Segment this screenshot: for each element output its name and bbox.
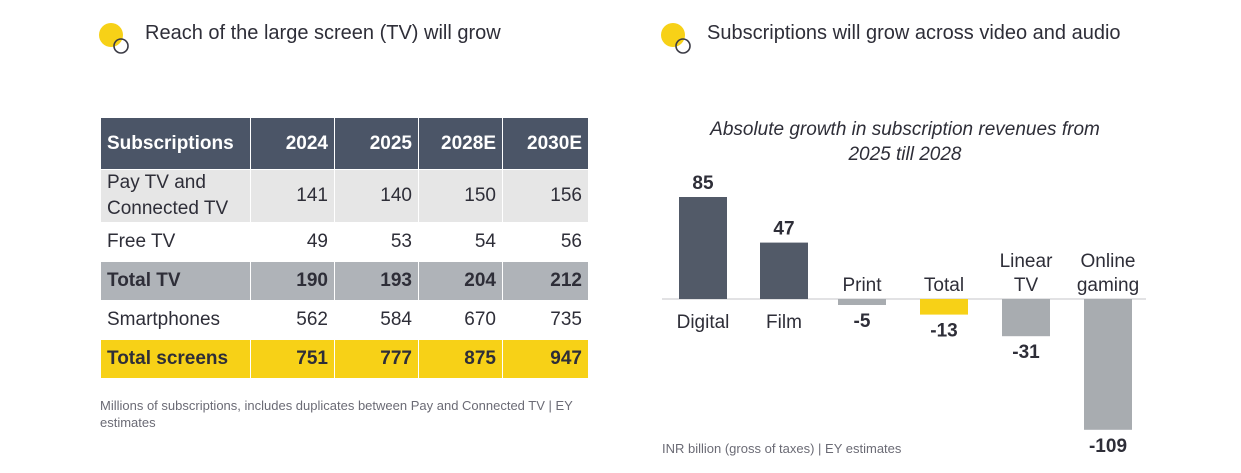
table-cell: 49 — [250, 222, 335, 262]
table-cell: 670 — [418, 300, 503, 340]
data-label: 85 — [692, 173, 714, 194]
category-label: Total — [924, 275, 964, 296]
row-label: Smartphones — [100, 300, 251, 340]
row-label: Total TV — [100, 261, 251, 301]
bar-digital — [679, 197, 727, 299]
table-cell: 140 — [334, 169, 419, 223]
table-cell: 204 — [418, 261, 503, 301]
category-label: Print — [842, 275, 882, 296]
right-section-title: Subscriptions will grow across video and… — [707, 22, 1121, 44]
bar-online-gaming — [1084, 299, 1132, 430]
table-row: Total TV 190 193 204 212 — [100, 261, 589, 301]
table-header-row: Subscriptions 2024 2025 2028E 2030E — [100, 117, 589, 170]
table-cell: 875 — [418, 339, 503, 379]
table-cell: 141 — [250, 169, 335, 223]
bar-total — [920, 299, 968, 315]
table-cell: 777 — [334, 339, 419, 379]
data-label: -13 — [930, 321, 957, 342]
left-section-title: Reach of the large screen (TV) will grow — [145, 22, 501, 44]
category-label: Film — [766, 312, 802, 333]
table-cell: 190 — [250, 261, 335, 301]
category-label: gaming — [1077, 275, 1139, 296]
column-header: Subscriptions — [100, 117, 251, 170]
row-label: Pay TV and Connected TV — [100, 169, 251, 223]
table-cell: 751 — [250, 339, 335, 379]
table-row: Smartphones 562 584 670 735 — [100, 300, 589, 340]
category-label: Linear — [1000, 251, 1053, 272]
table-row: Total screens 751 777 875 947 — [100, 339, 589, 379]
table-cell: 562 — [250, 300, 335, 340]
column-header: 2030E — [502, 117, 589, 170]
table-row: Pay TV and Connected TV 141 140 150 156 — [100, 169, 589, 223]
column-header: 2028E — [418, 117, 503, 170]
table-cell: 212 — [502, 261, 589, 301]
chart-footnote: INR billion (gross of taxes) | EY estima… — [662, 441, 902, 456]
row-label: Total screens — [100, 339, 251, 379]
category-label: TV — [1014, 275, 1039, 296]
table-cell: 150 — [418, 169, 503, 223]
table-cell: 193 — [334, 261, 419, 301]
table-cell: 156 — [502, 169, 589, 223]
bar-linear-tv — [1002, 299, 1050, 337]
category-label: Digital — [677, 312, 730, 333]
table-cell: 947 — [502, 339, 589, 379]
row-label: Free TV — [100, 222, 251, 262]
category-label: Online — [1081, 251, 1136, 272]
table-cell: 53 — [334, 222, 419, 262]
table-row: Free TV 49 53 54 56 — [100, 222, 589, 262]
data-label: -31 — [1012, 342, 1040, 363]
subscriptions-table: Subscriptions 2024 2025 2028E 2030E Pay … — [100, 117, 589, 379]
table-cell: 584 — [334, 300, 419, 340]
data-label: -109 — [1089, 436, 1127, 457]
chart-title: Absolute growth in subscription revenues… — [710, 119, 1100, 165]
data-label: 47 — [773, 219, 794, 240]
bar-print — [838, 299, 886, 305]
bullet-icon — [661, 23, 691, 54]
table-cell: 735 — [502, 300, 589, 340]
table-footnote: Millions of subscriptions, includes dupl… — [100, 398, 573, 430]
bar-film — [760, 242, 808, 299]
column-header: 2025 — [334, 117, 419, 170]
data-label: -5 — [854, 311, 871, 332]
bullet-icon — [99, 23, 129, 54]
